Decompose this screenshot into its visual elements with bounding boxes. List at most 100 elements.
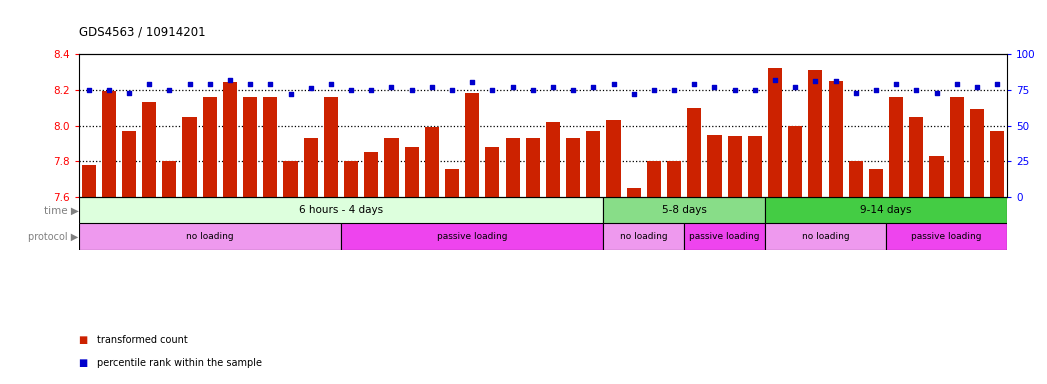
Bar <box>950 97 964 197</box>
Point <box>727 87 743 93</box>
Bar <box>425 127 439 197</box>
Point <box>706 84 722 90</box>
FancyBboxPatch shape <box>341 223 603 250</box>
Bar <box>586 131 600 197</box>
Point <box>181 81 198 87</box>
Bar <box>445 169 459 197</box>
Point <box>827 78 844 84</box>
Text: passive loading: passive loading <box>911 232 982 241</box>
Bar <box>304 138 317 197</box>
Bar <box>102 91 116 197</box>
Bar <box>849 161 863 197</box>
Bar <box>930 156 943 197</box>
Bar <box>162 161 177 197</box>
Point <box>363 87 380 93</box>
Point <box>585 84 602 90</box>
Text: passive loading: passive loading <box>437 232 508 241</box>
Point <box>968 84 985 90</box>
Bar <box>647 161 661 197</box>
Point <box>423 84 440 90</box>
Bar <box>909 117 923 197</box>
Bar <box>828 81 843 197</box>
Point <box>525 87 541 93</box>
Bar <box>788 126 802 197</box>
Bar <box>203 97 217 197</box>
Point <box>303 85 319 91</box>
Text: passive loading: passive loading <box>689 232 760 241</box>
Bar <box>687 108 701 197</box>
Bar <box>384 138 399 197</box>
Bar <box>606 120 621 197</box>
Text: no loading: no loading <box>620 232 668 241</box>
FancyBboxPatch shape <box>79 197 603 223</box>
Point <box>625 91 642 97</box>
Bar <box>869 169 883 197</box>
Point <box>686 81 703 87</box>
Point <box>383 84 400 90</box>
Point <box>484 87 500 93</box>
Text: protocol ▶: protocol ▶ <box>28 232 79 242</box>
FancyBboxPatch shape <box>603 197 765 223</box>
Text: 5-8 days: 5-8 days <box>662 205 707 215</box>
Text: percentile rank within the sample: percentile rank within the sample <box>97 358 263 368</box>
Text: transformed count: transformed count <box>97 335 188 345</box>
Bar <box>889 97 904 197</box>
Point <box>444 87 461 93</box>
Bar <box>364 152 378 197</box>
Point <box>222 76 239 83</box>
FancyBboxPatch shape <box>765 223 886 250</box>
FancyBboxPatch shape <box>79 223 341 250</box>
Text: no loading: no loading <box>186 232 233 241</box>
Bar <box>768 68 782 197</box>
Bar <box>223 83 237 197</box>
Point <box>403 87 420 93</box>
Point <box>766 76 783 83</box>
Point <box>747 87 763 93</box>
Bar <box>506 138 519 197</box>
Point <box>464 79 481 86</box>
Bar <box>566 138 580 197</box>
FancyBboxPatch shape <box>765 197 1007 223</box>
Point <box>929 89 945 96</box>
Point <box>262 81 279 87</box>
Point <box>505 84 521 90</box>
Bar <box>121 131 136 197</box>
Bar <box>182 117 197 197</box>
FancyBboxPatch shape <box>684 223 765 250</box>
Bar <box>990 131 1004 197</box>
Text: ■: ■ <box>79 335 88 345</box>
Text: ■: ■ <box>79 358 88 368</box>
Point <box>322 81 339 87</box>
Bar <box>404 147 419 197</box>
Point <box>888 81 905 87</box>
Bar <box>243 97 258 197</box>
Point <box>81 87 97 93</box>
Text: no loading: no loading <box>802 232 849 241</box>
Point <box>140 81 157 87</box>
Bar <box>284 161 297 197</box>
Bar <box>667 161 682 197</box>
Point <box>282 91 298 97</box>
Point <box>544 84 561 90</box>
Point <box>949 81 965 87</box>
Bar <box>526 138 540 197</box>
FancyBboxPatch shape <box>603 223 684 250</box>
Point <box>564 87 581 93</box>
Bar <box>808 70 823 197</box>
Bar <box>324 97 338 197</box>
Point <box>101 87 117 93</box>
Bar <box>344 161 358 197</box>
Bar <box>545 122 560 197</box>
Point <box>868 87 885 93</box>
Point <box>242 81 259 87</box>
Bar <box>465 93 480 197</box>
Text: 6 hours - 4 days: 6 hours - 4 days <box>298 205 383 215</box>
Bar <box>728 136 741 197</box>
Bar <box>486 147 499 197</box>
Point <box>120 89 137 96</box>
Point <box>908 87 925 93</box>
Point <box>605 81 622 87</box>
Bar <box>970 109 984 197</box>
Point <box>666 87 683 93</box>
Bar <box>82 165 95 197</box>
